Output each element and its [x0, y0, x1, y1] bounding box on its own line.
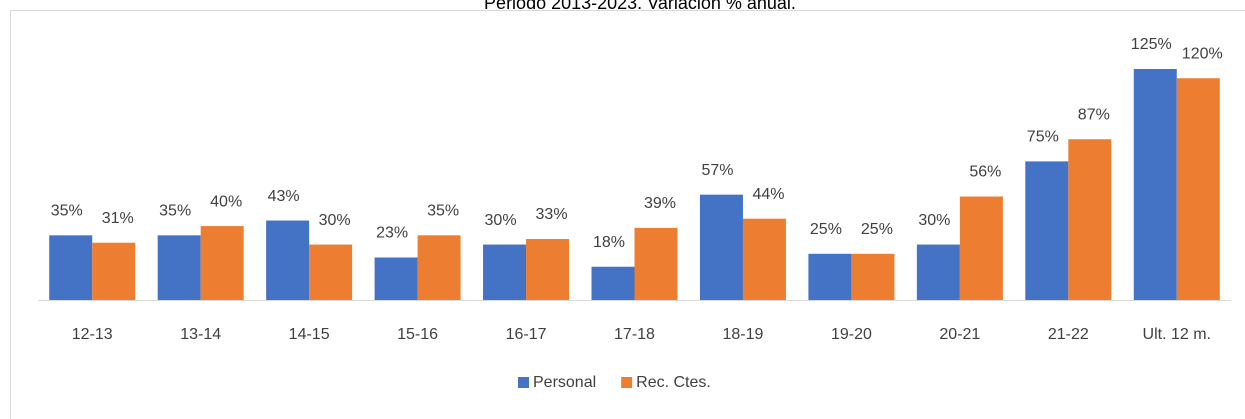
data-label: 44% [752, 186, 784, 203]
chart-title: Periodo 2013-2023. Variación % anual. [484, 0, 796, 13]
x-tick-label: 19-20 [831, 326, 872, 343]
bar [916, 244, 960, 300]
x-tick-label: 12-13 [72, 326, 113, 343]
bar [959, 196, 1003, 300]
bar [591, 266, 635, 300]
bar [1068, 139, 1112, 300]
data-label: 75% [1027, 129, 1059, 146]
data-label: 40% [210, 193, 242, 210]
legend-swatch [621, 377, 633, 388]
bar [483, 244, 527, 300]
bar [526, 239, 570, 300]
x-tick-label: Ult. 12 m. [1143, 326, 1211, 343]
x-tick-label: 21-22 [1048, 326, 1089, 343]
chart-border [10, 10, 1245, 419]
bar [742, 218, 786, 300]
bar [92, 242, 136, 300]
data-label: 87% [1078, 106, 1110, 123]
bar [808, 253, 852, 300]
data-label: 23% [376, 225, 408, 242]
x-tick-label: 18-19 [722, 326, 763, 343]
x-tick-label: 13-14 [180, 326, 221, 343]
x-tick-label: 20-21 [939, 326, 980, 343]
data-label: 33% [536, 206, 568, 223]
bar [699, 194, 743, 300]
bar [49, 235, 93, 300]
data-label: 35% [427, 203, 459, 220]
data-label: 30% [485, 212, 517, 229]
bar [1133, 69, 1177, 300]
legend-swatch [518, 377, 529, 388]
x-tick-label: 16-17 [506, 326, 547, 343]
data-label: 18% [593, 234, 625, 251]
data-label: 125% [1131, 36, 1172, 53]
data-label: 31% [102, 210, 134, 227]
data-label: 43% [268, 188, 300, 205]
data-label: 25% [861, 221, 893, 238]
bar [851, 253, 895, 300]
bar [634, 227, 678, 300]
data-label: 57% [701, 162, 733, 179]
data-label: 30% [918, 212, 950, 229]
x-tick-label: 17-18 [614, 326, 655, 343]
bar [374, 257, 418, 300]
x-tick-label: 15-16 [397, 326, 438, 343]
data-label: 35% [51, 203, 83, 220]
legend-label: Personal [533, 374, 596, 391]
bar [417, 235, 461, 300]
data-label: 30% [319, 212, 351, 229]
bar [309, 244, 353, 300]
data-label: 35% [159, 203, 191, 220]
data-label: 39% [644, 195, 676, 212]
bar [200, 226, 244, 300]
bar [1176, 78, 1220, 301]
data-label: 56% [969, 164, 1001, 181]
bar [266, 220, 310, 300]
data-label: 120% [1182, 45, 1223, 62]
legend-label: Rec. Ctes. [636, 374, 711, 391]
bar [157, 235, 201, 300]
x-tick-label: 14-15 [289, 326, 330, 343]
bar [1025, 161, 1069, 300]
data-label: 25% [810, 221, 842, 238]
